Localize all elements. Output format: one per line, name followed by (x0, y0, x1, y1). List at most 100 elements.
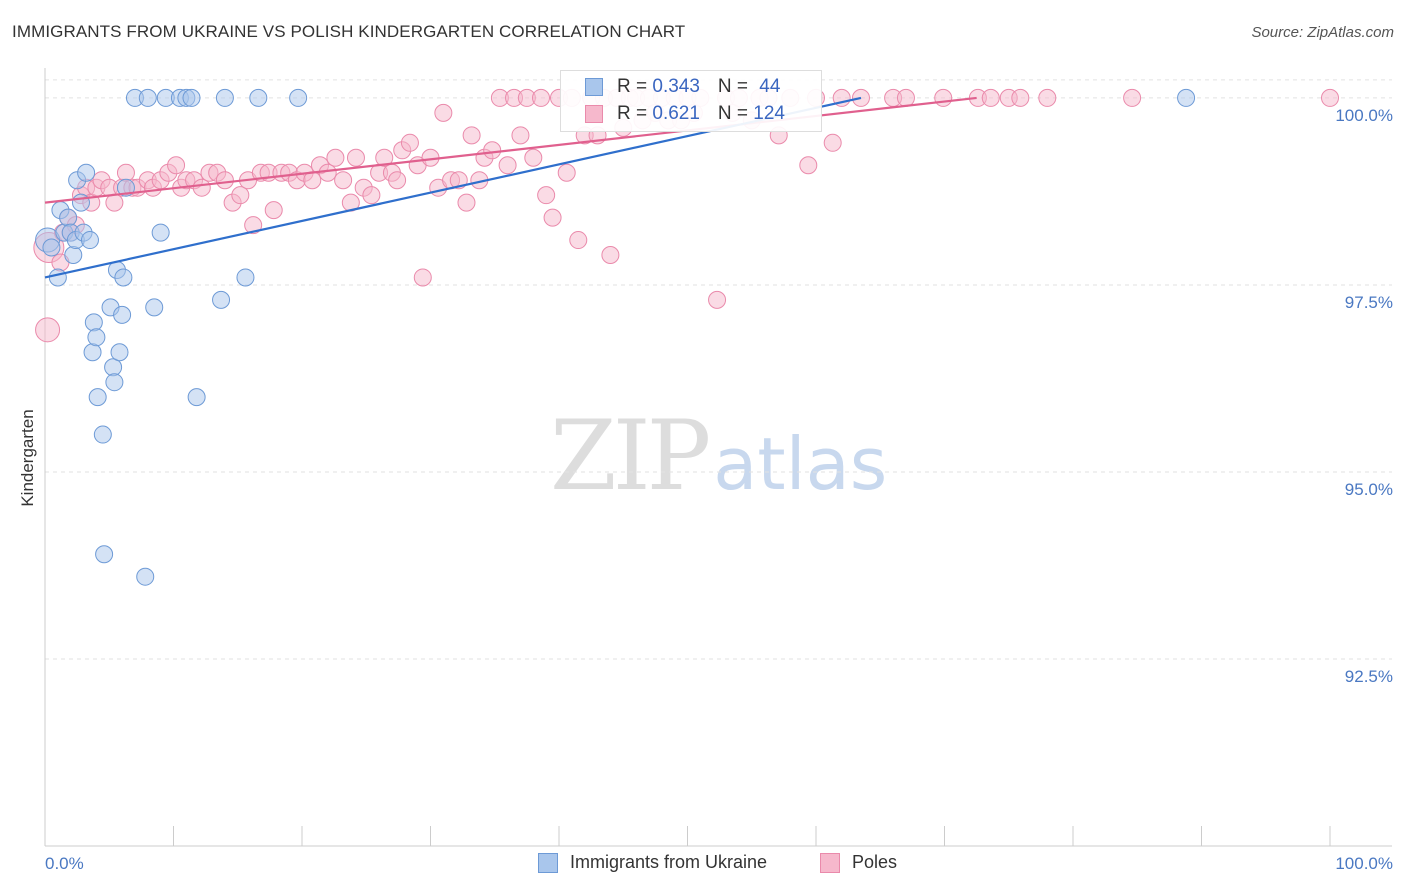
ukraine-point (151, 223, 170, 242)
legend-r-label: R = (617, 76, 653, 97)
watermark: ZIPatlas (550, 400, 887, 512)
ukraine-point (1177, 88, 1196, 107)
poles-point (981, 88, 1000, 107)
ukraine-point (87, 328, 106, 347)
poles-point (326, 148, 345, 167)
ukraine-point (212, 290, 231, 309)
y-tick-label: 100.0% (1335, 106, 1393, 125)
poles-point (215, 171, 234, 190)
poles-point (231, 186, 250, 205)
poles-point (511, 126, 530, 145)
ukraine-point (105, 373, 124, 392)
poles-point (708, 290, 727, 309)
ukraine-point (249, 88, 268, 107)
ukraine-point (93, 425, 112, 444)
poles-point (1011, 88, 1030, 107)
ukraine-point (80, 231, 99, 250)
ukraine-point (145, 298, 164, 317)
poles-point (362, 186, 381, 205)
poles-point (400, 133, 419, 152)
axes (44, 68, 1392, 847)
poles-point (543, 208, 562, 227)
legend-n-value: 124 (753, 103, 785, 124)
legend-label-poles: Poles (852, 852, 898, 872)
legend-n-label: N = (717, 76, 754, 97)
poles-point (462, 126, 481, 145)
ukraine-point (84, 313, 103, 332)
ukraine-point (64, 246, 83, 265)
ukraine-point (48, 268, 67, 287)
legend-swatch-ukraine (538, 852, 558, 873)
legend-label-ukraine: Immigrants from Ukraine (570, 852, 768, 872)
legend-swatch-poles (820, 852, 840, 873)
y-tick-labels: 92.5% 95.0% 97.5% 100.0% (1335, 106, 1393, 686)
ukraine-point (289, 88, 308, 107)
legend-swatch-pink (585, 105, 603, 123)
watermark-zip: ZIP (550, 400, 711, 512)
poles-point (934, 88, 953, 107)
ukraine-point (236, 268, 255, 287)
chart-title: IMMIGRANTS FROM UKRAINE VS POLISH KINDER… (12, 22, 686, 41)
poles-point (532, 88, 551, 107)
gridlines (45, 79, 1392, 660)
legend-item-poles[interactable]: Poles (820, 852, 897, 873)
legend-r-value: 0.621 (652, 103, 700, 124)
ukraine-point (116, 178, 135, 197)
poles-point (823, 133, 842, 152)
ukraine-point (136, 567, 155, 586)
poles-point (264, 201, 283, 220)
x-ticks (44, 826, 1331, 846)
x-tick-label-min: 0.0% (45, 854, 84, 873)
legend-row-ukraine: R = 0.343 N = 44 (585, 76, 780, 98)
legend-n-label: N = (717, 103, 754, 124)
poles-point (318, 163, 337, 182)
ukraine-point (42, 238, 61, 257)
chart-source: Source: ZipAtlas.com (1251, 24, 1394, 41)
watermark-atlas: atlas (713, 422, 888, 506)
poles-point (334, 171, 353, 190)
ukraine-point (138, 88, 157, 107)
y-tick-label: 97.5% (1345, 293, 1393, 312)
poles-point (799, 156, 818, 175)
legend-row-poles: R = 0.621 N = 124 (585, 103, 785, 125)
legend-swatch-blue (585, 78, 603, 96)
poles-point (105, 193, 124, 212)
poles-point (457, 193, 476, 212)
ukraine-point (114, 268, 133, 287)
legend-item-ukraine[interactable]: Immigrants from Ukraine (538, 852, 767, 873)
poles-point (375, 148, 394, 167)
poles-point (537, 186, 556, 205)
ukraine-point (95, 545, 114, 564)
x-tick-label-max: 100.0% (1335, 854, 1393, 873)
poles-point (167, 156, 186, 175)
ukraine-point (110, 343, 129, 362)
poles-point (1321, 88, 1339, 107)
poles-point (346, 148, 365, 167)
ukraine-point (182, 88, 201, 107)
poles-point (557, 163, 576, 182)
poles-point (35, 317, 61, 343)
poles-point (601, 246, 620, 265)
poles-point (483, 141, 502, 160)
poles-point (244, 216, 263, 235)
series-legend: Immigrants from Ukraine Poles (0, 852, 1406, 878)
poles-point (498, 156, 517, 175)
poles-point (192, 178, 211, 197)
stats-legend: R = 0.343 N = 44 R = 0.621 N = 124 (560, 70, 822, 132)
ukraine-point (71, 193, 90, 212)
y-tick-label: 92.5% (1345, 667, 1393, 686)
poles-point (388, 171, 407, 190)
trend-lines (44, 96, 977, 279)
poles-point (434, 103, 453, 122)
poles-point (413, 268, 432, 287)
ukraine-point (83, 343, 102, 362)
ukraine-point (187, 388, 206, 407)
ukraine-point (215, 88, 234, 107)
poles-point (569, 231, 588, 250)
poles-point (1123, 88, 1142, 107)
poles-point (116, 163, 135, 182)
legend-n-value: 44 (759, 76, 781, 97)
legend-r-label: R = (617, 103, 653, 124)
ukraine-point (104, 358, 123, 377)
